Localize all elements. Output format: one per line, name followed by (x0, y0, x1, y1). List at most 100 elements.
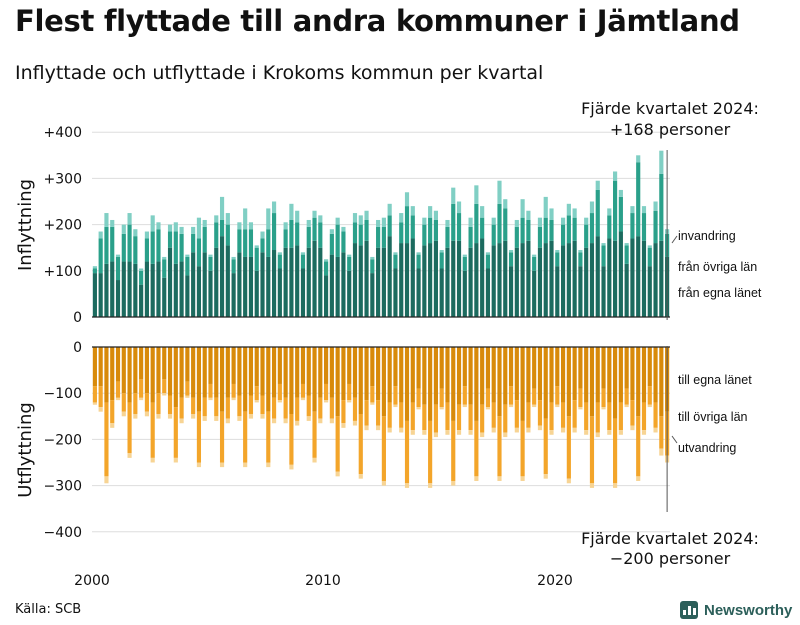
x-tick-label: 2010 (305, 573, 341, 589)
bar-segment-outflow (127, 347, 132, 403)
bar-segment-inflow (196, 266, 202, 317)
bar-segment-inflow (537, 247, 543, 317)
bar-segment-outflow (341, 347, 346, 401)
bar-segment-inflow (92, 273, 97, 317)
bar-segment-outflow (162, 379, 167, 394)
bar-segment-inflow (613, 171, 618, 181)
bar-segment-inflow (306, 226, 311, 248)
bar-segment-outflow (607, 402, 612, 431)
bar-segment-outflow (485, 347, 491, 389)
bar-segment-inflow (641, 206, 647, 214)
bar-segment-inflow (462, 256, 467, 271)
bar-segment-inflow (231, 256, 236, 260)
bar-segment-outflow (491, 402, 496, 428)
bar-segment-outflow (549, 347, 554, 403)
bar-segment-outflow (324, 400, 329, 403)
bar-segment-inflow (601, 266, 606, 317)
bar-segment-inflow (214, 215, 219, 223)
bar-segment-inflow (254, 247, 259, 271)
bar-segment-outflow (231, 397, 236, 401)
bar-segment-inflow (514, 219, 519, 227)
bar-segment-inflow (167, 247, 173, 317)
bar-segment-outflow (428, 420, 433, 484)
y-tick-label: +100 (44, 264, 82, 280)
bar-segment-outflow (370, 386, 375, 403)
bar-segment-outflow (595, 402, 600, 433)
bar-segment-outflow (451, 480, 456, 486)
bar-segment-outflow (433, 347, 438, 405)
bar-segment-outflow (347, 347, 352, 384)
bar-segment-inflow (399, 213, 404, 223)
bar-segment-outflow (503, 404, 508, 433)
bar-segment-inflow (468, 226, 473, 248)
bar-segment-outflow (98, 407, 103, 412)
bar-segment-outflow (653, 402, 658, 428)
bar-segment-inflow (104, 226, 109, 264)
bar-segment-outflow (306, 347, 311, 396)
bar-segment-inflow (104, 213, 109, 227)
bar-segment-outflow (491, 347, 496, 403)
bar-segment-outflow (300, 347, 306, 384)
bar-segment-inflow (335, 217, 340, 225)
bar-segment-inflow (318, 247, 323, 317)
bar-segment-inflow (214, 247, 219, 317)
bar-segment-outflow (110, 423, 115, 428)
bar-segment-inflow (196, 238, 202, 267)
bar-segment-outflow (277, 347, 282, 384)
bar-segment-inflow (584, 217, 589, 225)
bar-segment-inflow (589, 243, 595, 317)
bar-segment-inflow (248, 222, 254, 230)
bar-segment-inflow (225, 224, 230, 246)
y-tick-label: +300 (44, 171, 82, 187)
bar-segment-inflow (422, 224, 427, 246)
bar-segment-inflow (202, 219, 207, 227)
bar-segment-inflow (144, 238, 149, 262)
bar-segment-inflow (584, 247, 589, 317)
bar-segment-inflow (468, 247, 473, 317)
bar-segment-outflow (503, 347, 508, 405)
bar-segment-inflow (480, 206, 485, 218)
bar-segment-outflow (514, 400, 519, 428)
bar-segment-inflow (549, 208, 554, 220)
bar-segment-outflow (104, 402, 109, 477)
bar-segment-inflow (607, 208, 612, 216)
bar-segment-inflow (555, 252, 560, 267)
bar-segment-outflow (376, 425, 381, 431)
bar-segment-outflow (526, 427, 531, 433)
bar-segment-outflow (560, 427, 566, 433)
bar-segment-outflow (295, 420, 300, 426)
bar-segment-inflow (266, 256, 271, 317)
bar-segment-outflow (613, 483, 618, 488)
bar-segment-inflow (503, 240, 508, 317)
bar-segment-outflow (647, 404, 652, 408)
bar-segment-inflow (295, 210, 300, 223)
bar-segment-inflow (439, 268, 444, 317)
bar-segment-inflow (456, 201, 462, 214)
legend-label-inflow: från övriga län (678, 260, 757, 274)
bar-segment-inflow (422, 217, 427, 225)
bar-segment-inflow (514, 226, 519, 248)
bar-segment-outflow (364, 347, 369, 401)
bar-segment-outflow (445, 402, 450, 431)
bar-segment-outflow (630, 347, 635, 401)
bar-segment-outflow (254, 400, 259, 403)
y-axis-title-bottom: Utflyttning (15, 402, 36, 498)
bar-segment-inflow (491, 245, 496, 317)
bar-segment-inflow (428, 217, 433, 244)
bar-segment-inflow (237, 252, 242, 317)
bar-segment-inflow (243, 208, 248, 230)
bar-segment-outflow (607, 430, 612, 435)
bar-segment-outflow (295, 397, 300, 421)
bar-segment-inflow (295, 222, 300, 246)
bar-segment-outflow (277, 383, 282, 401)
bar-segment-outflow (208, 397, 213, 401)
bar-segment-inflow (572, 240, 577, 317)
bar-segment-outflow (578, 347, 583, 389)
bar-segment-inflow (636, 236, 641, 317)
bar-segment-inflow (618, 189, 623, 197)
bar-segment-outflow (254, 386, 259, 401)
bar-segment-outflow (312, 347, 317, 412)
bar-segment-outflow (404, 420, 410, 484)
bar-segment-inflow (520, 243, 525, 317)
bar-segment-outflow (659, 416, 664, 449)
